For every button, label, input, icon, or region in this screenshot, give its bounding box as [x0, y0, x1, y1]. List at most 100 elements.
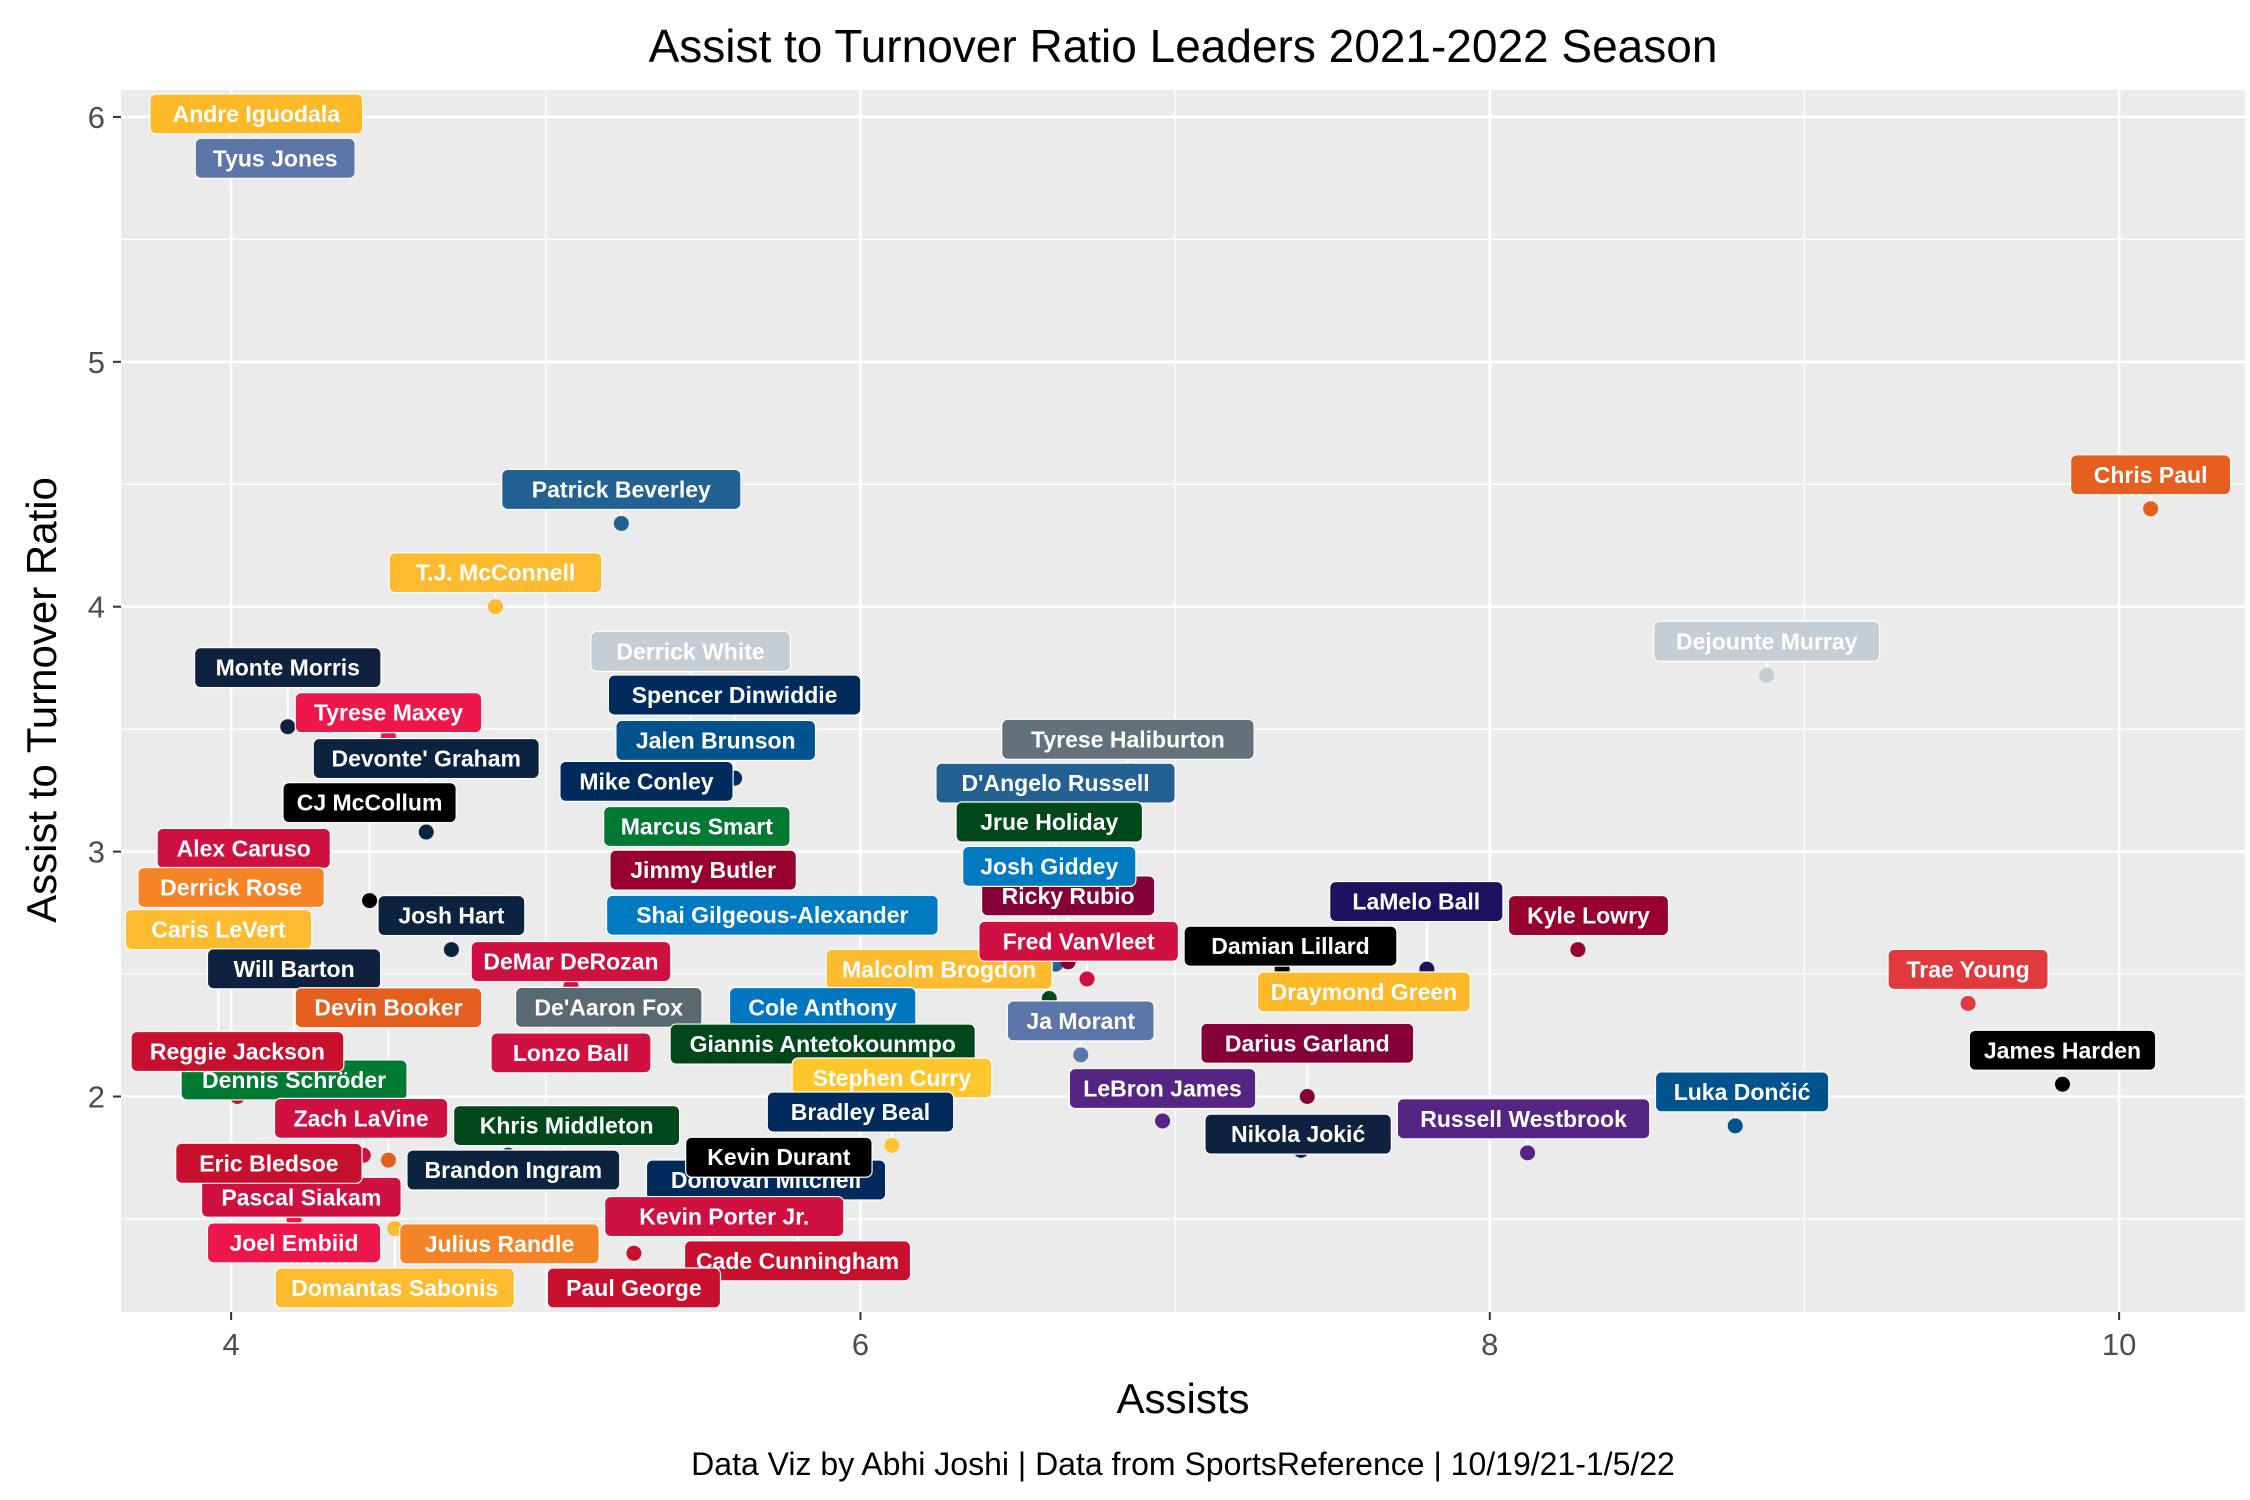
data-label-text: Kevin Porter Jr.	[639, 1204, 809, 1230]
data-label: Russell Westbrook	[1396, 1098, 1651, 1140]
data-label: Alex Caruso	[156, 827, 331, 869]
data-label-text: Khris Middleton	[480, 1113, 654, 1139]
data-label-box	[388, 552, 603, 594]
data-label-box	[501, 468, 742, 511]
data-label: Cade Cunningham	[683, 1240, 912, 1282]
data-label-box	[1654, 1071, 1830, 1113]
x-tick-label: 10	[2102, 1327, 2136, 1362]
data-label-box	[1001, 718, 1255, 760]
data-label-box	[1068, 1067, 1257, 1110]
data-label: Devin Booker	[294, 987, 483, 1029]
data-label-text: Devonte' Graham	[331, 746, 521, 772]
data-label-text: Josh Giddey	[980, 853, 1118, 879]
data-label-text: Kevin Durant	[707, 1144, 850, 1170]
data-label-text: De'Aaron Fox	[534, 994, 683, 1020]
data-label-box	[1653, 620, 1881, 662]
data-label-text: Dejounte Murray	[1676, 628, 1858, 654]
x-tick-label: 8	[1481, 1327, 1498, 1362]
data-label-box	[377, 894, 526, 937]
data-point	[1079, 971, 1095, 987]
data-label-text: Fred VanVleet	[1003, 928, 1155, 954]
data-label: Marcus Smart	[603, 805, 791, 848]
data-label: Nikola Jokić	[1204, 1113, 1392, 1155]
data-label-box	[962, 845, 1137, 887]
data-label-box	[470, 940, 672, 983]
data-label-text: Alex Caruso	[177, 835, 311, 861]
axis-ticks: 4 6 8 10 2 3 4 5 6	[88, 100, 2137, 1362]
data-label-box	[2070, 454, 2232, 496]
x-tick-label: 4	[223, 1327, 240, 1362]
data-label: Damian Lillard	[1183, 925, 1398, 967]
data-point	[1727, 1118, 1743, 1134]
data-label-text: Ja Morant	[1026, 1008, 1135, 1034]
data-label: Julius Randle	[399, 1223, 600, 1265]
data-point	[380, 1152, 396, 1168]
data-label-box	[607, 674, 862, 716]
data-label-box	[206, 948, 382, 990]
data-label: D'Angelo Russell	[935, 762, 1176, 804]
data-label-text: Paul George	[566, 1275, 701, 1301]
data-label-text: Bradley Beal	[791, 1099, 930, 1125]
data-label-box	[406, 1149, 621, 1191]
data-label-box	[453, 1104, 681, 1147]
data-label-text: Derrick White	[616, 638, 764, 664]
data-label-text: Brandon Ingram	[425, 1157, 603, 1183]
data-label: Cole Anthony	[728, 986, 917, 1029]
data-label: Dejounte Murray	[1653, 620, 1881, 662]
data-label-text: Lonzo Ball	[513, 1040, 629, 1066]
data-label-box	[282, 782, 457, 824]
data-point	[418, 824, 434, 840]
data-point	[613, 515, 629, 531]
y-tick-label: 5	[88, 345, 105, 380]
data-label-text: Spencer Dinwiddie	[632, 682, 838, 708]
data-label-text: Cade Cunningham	[696, 1248, 899, 1274]
data-label: Kevin Porter Jr.	[604, 1195, 845, 1238]
data-label-text: Nikola Jokić	[1231, 1121, 1365, 1147]
data-label: Kyle Lowry	[1507, 894, 1670, 937]
y-tick-label: 3	[88, 835, 105, 870]
data-label-text: Jalen Brunson	[636, 727, 796, 753]
data-label-box	[615, 719, 817, 762]
data-label-text: Zach LaVine	[294, 1105, 429, 1131]
data-label-text: Ricky Rubio	[1002, 883, 1135, 909]
data-label-box	[1200, 1022, 1415, 1064]
data-point	[487, 599, 503, 615]
data-label: Jrue Holiday	[955, 801, 1144, 843]
data-label-text: DeMar DeRozan	[483, 949, 658, 975]
data-label-text: Josh Hart	[398, 903, 504, 929]
data-point	[1759, 667, 1775, 683]
data-label-text: Chris Paul	[2094, 462, 2208, 488]
data-point	[1520, 1145, 1536, 1161]
x-tick-label: 6	[852, 1327, 869, 1362]
data-point	[443, 942, 459, 958]
data-label-text: Andre Iguodala	[173, 101, 341, 127]
data-point	[1960, 995, 1976, 1011]
data-label-text: Draymond Green	[1271, 979, 1458, 1005]
data-point	[2143, 501, 2159, 517]
data-label-text: Jimmy Butler	[630, 857, 776, 883]
data-label: Mike Conley	[559, 760, 734, 802]
data-label-box	[206, 1222, 382, 1264]
data-label: Lonzo Ball	[490, 1032, 652, 1074]
data-label: Jimmy Butler	[609, 849, 797, 891]
data-label-text: Cole Anthony	[748, 994, 897, 1020]
data-point	[626, 1245, 642, 1261]
data-label-text: Monte Morris	[216, 655, 360, 681]
data-label: Khris Middleton	[453, 1104, 681, 1147]
data-label: Kevin Durant	[685, 1136, 873, 1178]
data-label-text: Luka Dončić	[1674, 1079, 1811, 1105]
data-label: Brandon Ingram	[406, 1149, 621, 1191]
data-label: Tyus Jones	[194, 137, 356, 179]
data-label-text: T.J. McConnell	[416, 560, 576, 586]
data-label-text: Kyle Lowry	[1527, 903, 1650, 929]
data-point	[1299, 1088, 1315, 1104]
data-label: De'Aaron Fox	[514, 986, 703, 1029]
caption: Data Viz by Abhi Joshi | Data from Sport…	[691, 1446, 1675, 1482]
data-label: Josh Hart	[377, 894, 526, 937]
data-label-box	[274, 1267, 515, 1309]
data-label-box	[193, 647, 382, 689]
data-label: LeBron James	[1068, 1067, 1257, 1110]
data-point	[362, 893, 378, 909]
x-axis-title: Assists	[1116, 1375, 1249, 1422]
data-label-text: Devin Booker	[314, 995, 462, 1021]
